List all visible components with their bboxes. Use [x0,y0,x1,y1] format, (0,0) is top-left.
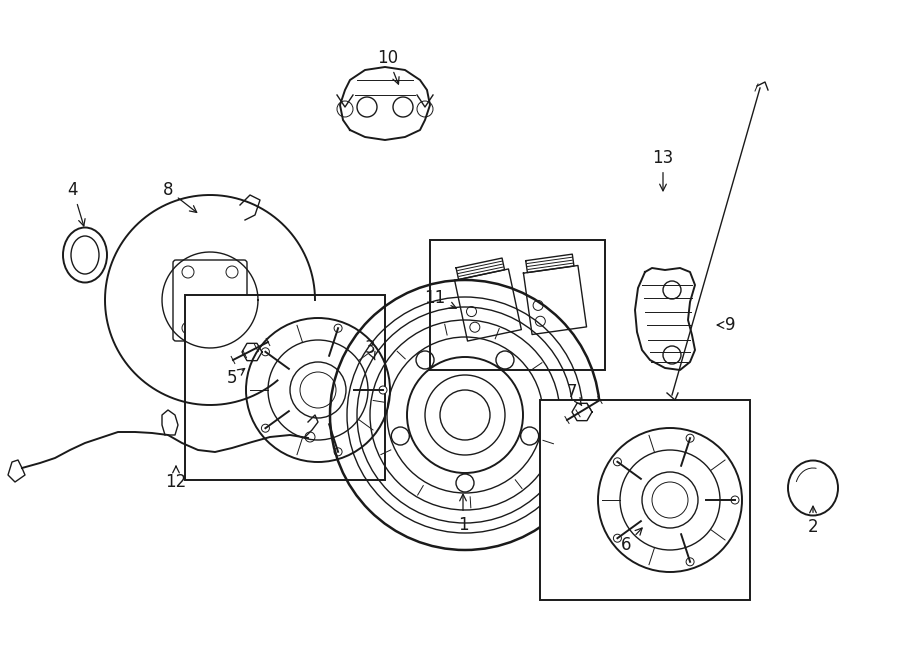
Circle shape [686,558,694,566]
Circle shape [686,434,694,442]
Circle shape [731,496,739,504]
Circle shape [261,424,269,432]
Text: 9: 9 [717,316,735,334]
Text: 1: 1 [458,494,468,534]
Circle shape [379,386,387,394]
Circle shape [334,324,342,332]
Circle shape [261,348,269,356]
Text: 8: 8 [163,181,197,212]
Text: 6: 6 [621,528,642,554]
Text: 4: 4 [68,181,86,226]
Text: 7: 7 [567,383,581,406]
Text: 12: 12 [166,466,186,491]
Circle shape [614,458,621,466]
Bar [430,240,605,370]
Text: 5: 5 [227,368,245,387]
Bar [185,295,385,480]
Circle shape [614,534,621,542]
Text: 3: 3 [364,339,375,360]
Text: 13: 13 [652,149,673,191]
Text: 10: 10 [377,49,399,84]
Text: 11: 11 [425,289,456,308]
Circle shape [334,447,342,456]
Text: 2: 2 [807,506,818,536]
Bar [540,400,750,600]
